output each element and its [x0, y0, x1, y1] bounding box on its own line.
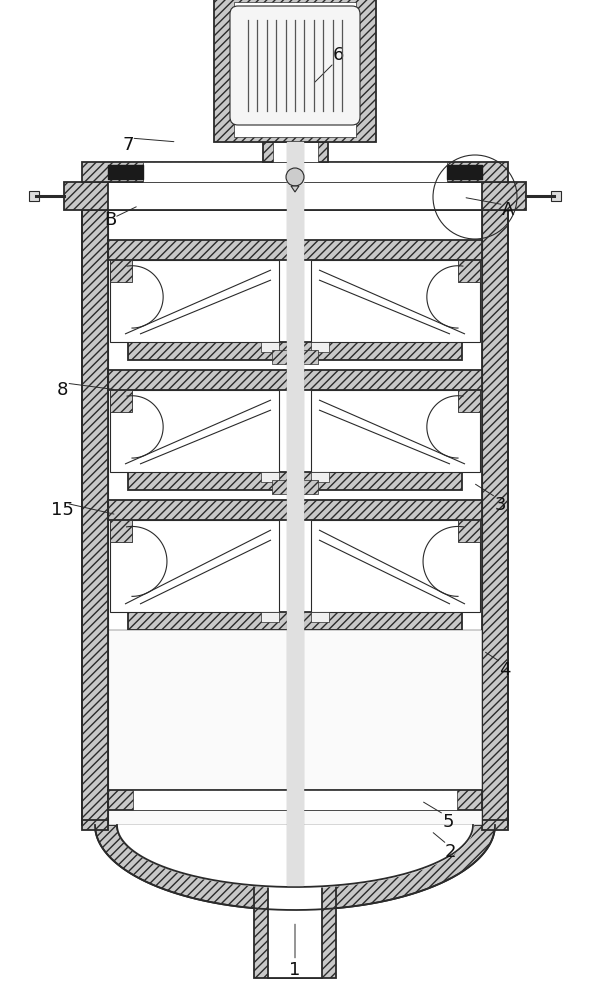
- Bar: [458, 520, 480, 542]
- Text: A: A: [502, 201, 514, 219]
- Bar: [311, 520, 480, 612]
- Bar: [458, 260, 480, 282]
- Bar: [311, 472, 329, 482]
- Bar: [128, 472, 462, 490]
- FancyBboxPatch shape: [230, 6, 360, 125]
- Bar: [272, 350, 318, 364]
- Bar: [64, 182, 526, 210]
- Bar: [128, 612, 462, 630]
- Text: 4: 4: [499, 661, 511, 679]
- Bar: [108, 500, 482, 520]
- Text: 6: 6: [332, 46, 344, 64]
- Text: 8: 8: [56, 381, 68, 399]
- Bar: [108, 630, 482, 825]
- Bar: [261, 342, 279, 352]
- Bar: [261, 612, 279, 622]
- Bar: [108, 240, 482, 260]
- Bar: [110, 260, 132, 282]
- Text: B: B: [104, 211, 116, 229]
- Bar: [458, 390, 480, 412]
- Text: 1: 1: [289, 961, 301, 979]
- Bar: [29, 191, 39, 201]
- Bar: [110, 390, 279, 472]
- Bar: [133, 790, 457, 810]
- Bar: [482, 820, 508, 830]
- Bar: [482, 210, 508, 825]
- Text: 15: 15: [51, 501, 73, 519]
- Bar: [108, 182, 482, 210]
- Bar: [311, 612, 329, 622]
- Bar: [82, 210, 108, 825]
- Bar: [110, 260, 279, 342]
- Bar: [110, 520, 279, 612]
- Bar: [268, 875, 322, 978]
- Bar: [128, 342, 462, 360]
- Bar: [248, 855, 343, 885]
- Bar: [273, 142, 318, 162]
- Bar: [268, 855, 322, 885]
- Polygon shape: [95, 825, 495, 910]
- Bar: [263, 142, 328, 162]
- Bar: [82, 162, 508, 182]
- Text: 3: 3: [494, 496, 506, 514]
- Bar: [311, 342, 329, 352]
- Polygon shape: [291, 186, 299, 192]
- Bar: [254, 875, 336, 978]
- Bar: [108, 790, 482, 810]
- Text: 5: 5: [442, 813, 454, 831]
- Text: 2: 2: [444, 843, 455, 861]
- Bar: [108, 370, 482, 390]
- Bar: [82, 820, 108, 830]
- Bar: [110, 520, 132, 542]
- Bar: [110, 390, 132, 412]
- Bar: [311, 390, 480, 472]
- Bar: [551, 191, 561, 201]
- Circle shape: [286, 168, 304, 186]
- Bar: [234, 2, 356, 137]
- Bar: [214, 0, 376, 142]
- Text: 7: 7: [122, 136, 134, 154]
- Bar: [143, 162, 447, 182]
- Bar: [261, 472, 279, 482]
- Bar: [311, 260, 480, 342]
- Bar: [272, 480, 318, 494]
